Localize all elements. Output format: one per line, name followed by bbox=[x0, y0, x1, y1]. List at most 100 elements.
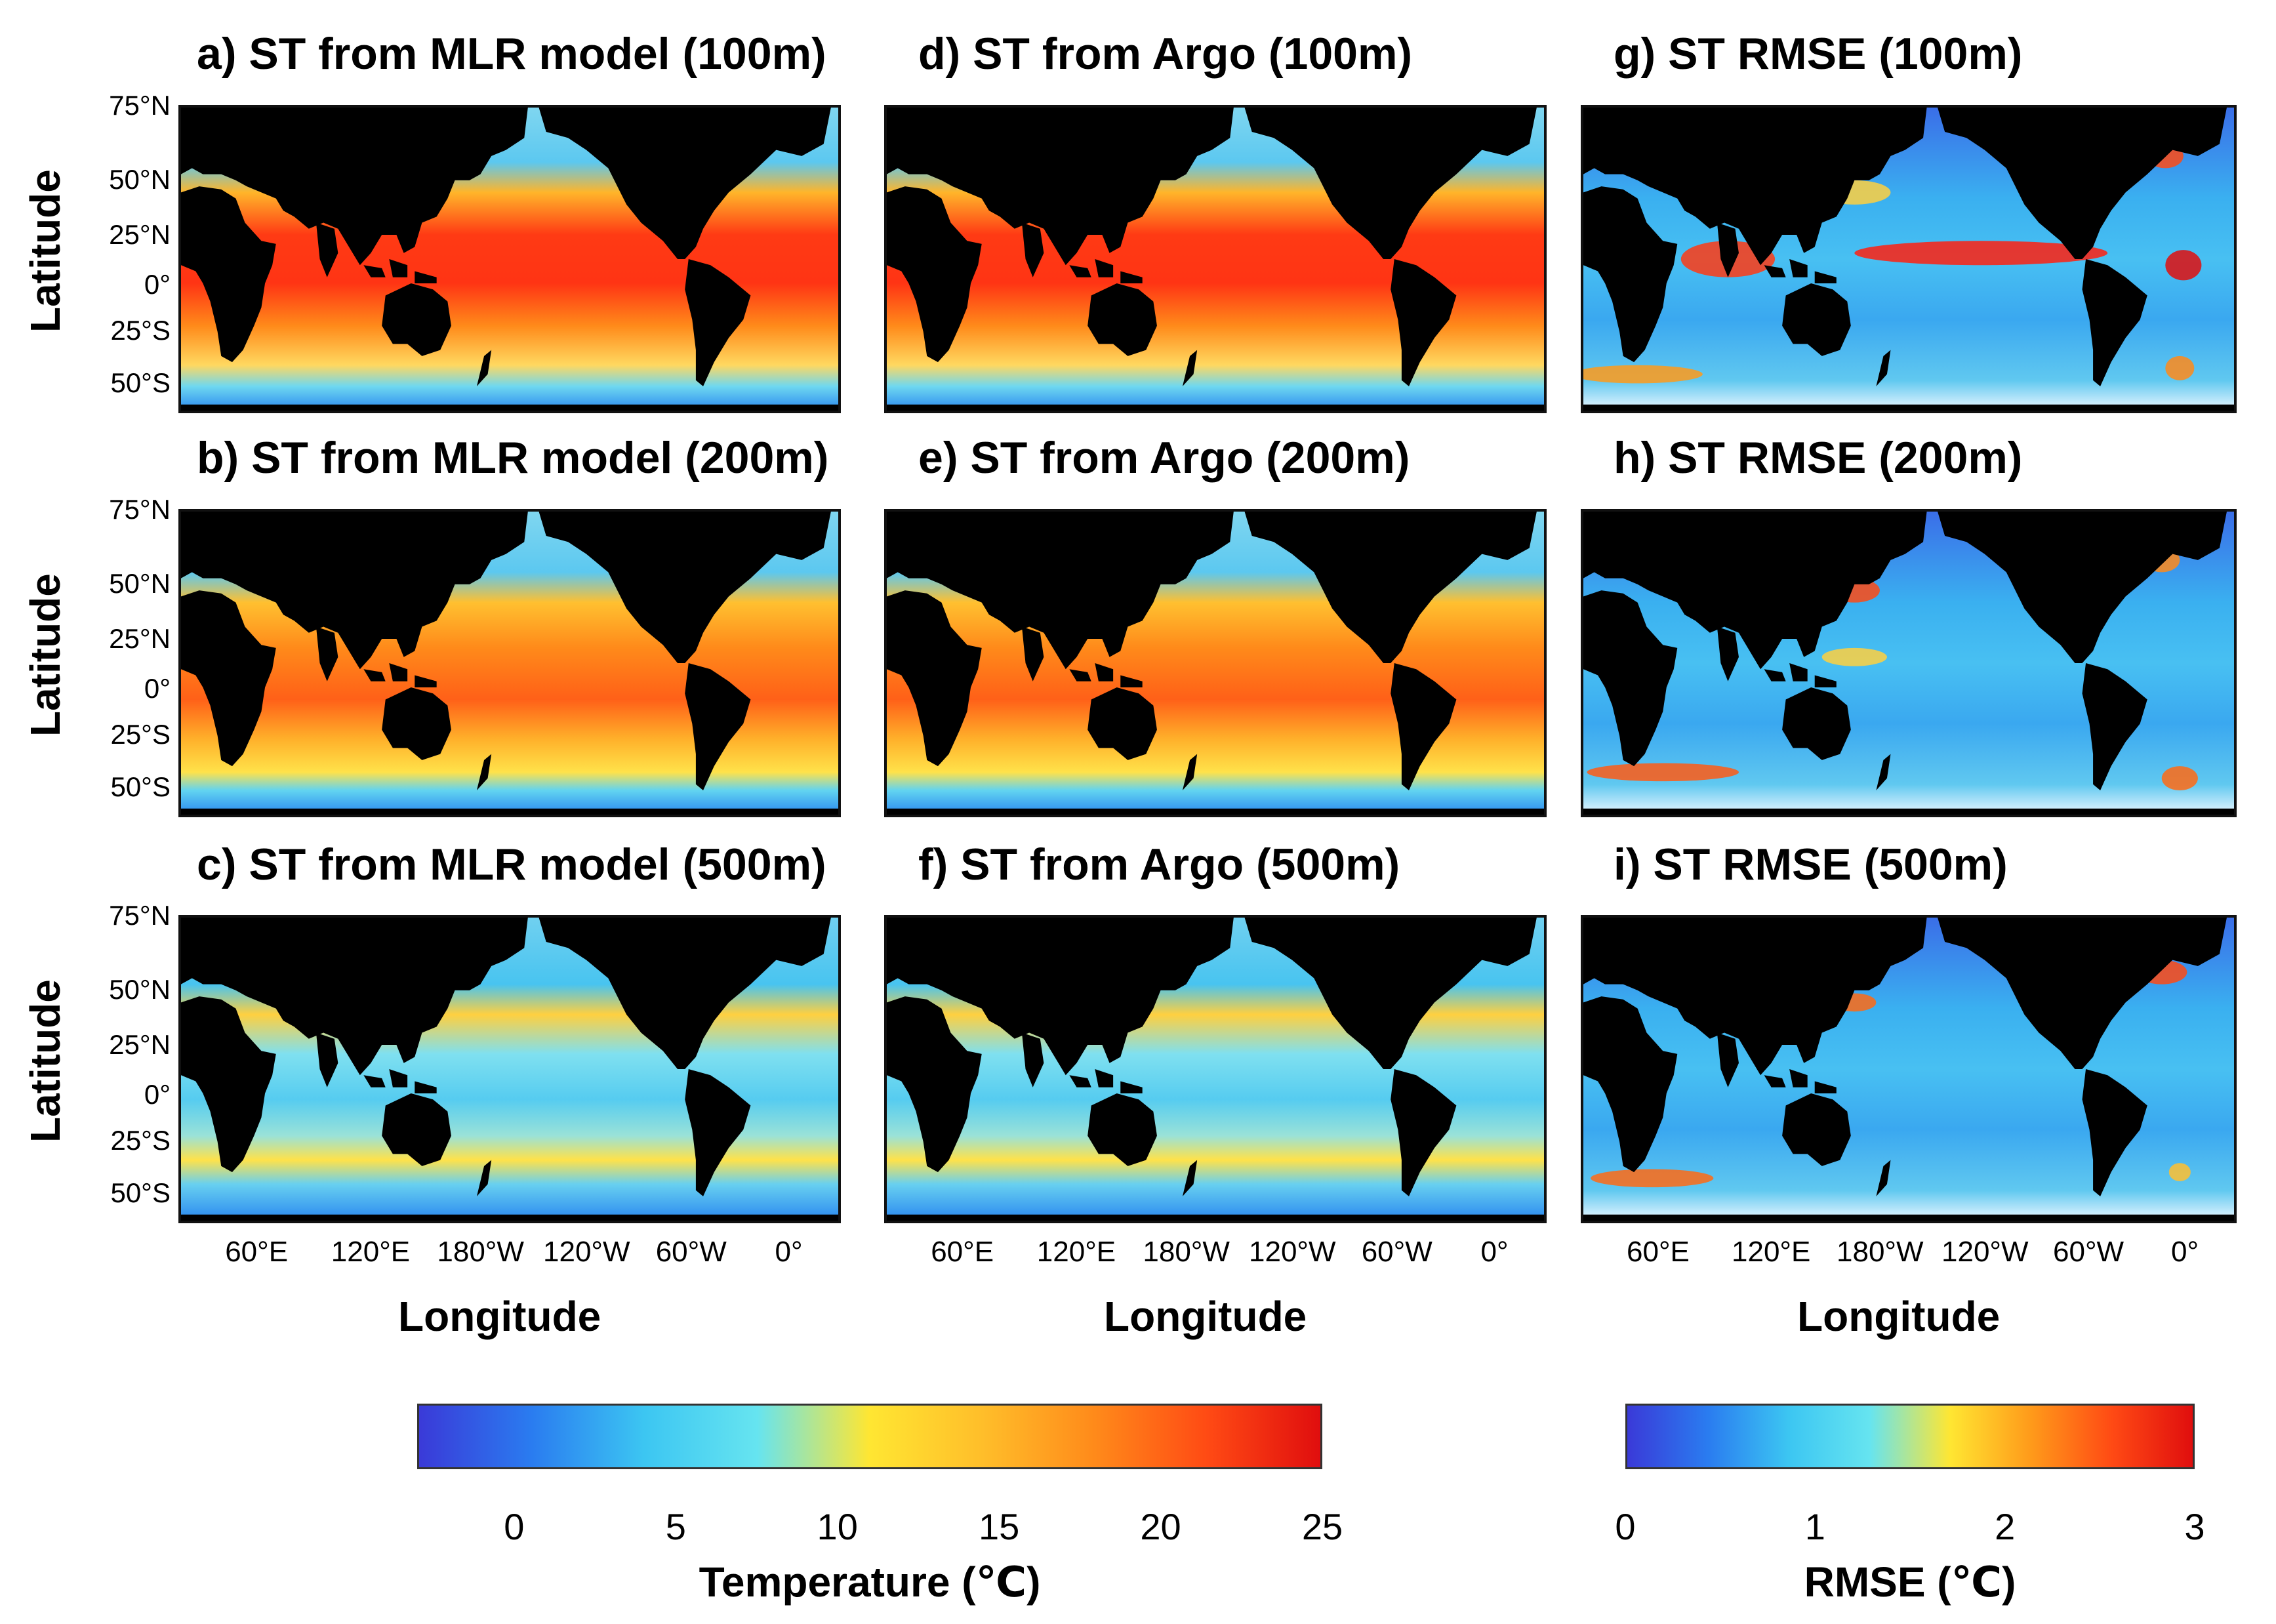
rmse-hotspot bbox=[1854, 241, 2108, 266]
lon-tick-label: 120°W bbox=[1941, 1236, 2029, 1268]
lon-tick-label: 60°E bbox=[1627, 1236, 1690, 1268]
temperature-colorbar-label: Temperature (℃) bbox=[699, 1558, 1041, 1606]
map-canvas bbox=[1583, 108, 2234, 411]
land-mask bbox=[181, 918, 838, 1221]
lat-tick-label: 50°S bbox=[110, 1177, 171, 1208]
temperature-colorbar-tick: 10 bbox=[817, 1506, 858, 1547]
panel-title: i) ST RMSE (500m) bbox=[1614, 840, 2008, 889]
land-mask bbox=[181, 108, 838, 411]
map-canvas bbox=[887, 108, 1544, 411]
rmse-colorbar-tick: 1 bbox=[1804, 1506, 1825, 1547]
lat-tick-label: 25°N bbox=[109, 219, 171, 251]
xlabel-longitude: Longitude bbox=[398, 1293, 601, 1340]
map-canvas bbox=[887, 918, 1544, 1221]
lon-tick-label: 180°W bbox=[437, 1236, 524, 1268]
rmse-hotspot bbox=[2161, 766, 2198, 791]
rmse-colorbar-tick: 2 bbox=[1995, 1506, 2016, 1547]
map-canvas bbox=[1583, 512, 2234, 815]
map-panel-a[interactable] bbox=[178, 105, 841, 413]
map-canvas bbox=[181, 512, 838, 815]
lat-tick-label: 25°N bbox=[109, 1029, 171, 1061]
map-panel-i[interactable] bbox=[1581, 915, 2237, 1223]
map-canvas bbox=[887, 512, 1544, 815]
lat-tick-label: 25°S bbox=[110, 315, 171, 346]
lat-tick-label: 50°S bbox=[110, 771, 171, 802]
lon-tick-label: 0° bbox=[2171, 1236, 2199, 1268]
lat-tick-label: 50°S bbox=[110, 367, 171, 398]
lon-tick-label: 60°W bbox=[2053, 1236, 2124, 1268]
lat-tick-label: 75°N bbox=[109, 900, 171, 931]
panel-title: g) ST RMSE (100m) bbox=[1614, 29, 2023, 79]
lat-tick-label: 50°N bbox=[109, 973, 171, 1005]
lon-tick-label: 60°W bbox=[655, 1236, 727, 1268]
lon-tick-label: 180°W bbox=[1837, 1236, 1924, 1268]
map-canvas bbox=[181, 918, 838, 1221]
rmse-colorbar-tick: 0 bbox=[1615, 1506, 1636, 1547]
lon-tick-label: 120°W bbox=[543, 1236, 630, 1268]
lat-tick-label: 50°N bbox=[109, 567, 171, 599]
land-mask bbox=[1583, 918, 2234, 1221]
map-panel-d[interactable] bbox=[884, 105, 1547, 413]
temperature-colorbar-tick: 25 bbox=[1301, 1506, 1343, 1547]
land-mask bbox=[887, 918, 1544, 1221]
land-mask bbox=[1583, 108, 2234, 411]
rmse-hotspot bbox=[2168, 1163, 2191, 1181]
panel-title: h) ST RMSE (200m) bbox=[1614, 433, 2023, 483]
map-panel-c[interactable] bbox=[178, 915, 841, 1223]
ylabel-latitude: Latitude bbox=[22, 979, 69, 1143]
rmse-hotspot bbox=[1583, 365, 1703, 384]
temperature-colorbar-tick: 15 bbox=[978, 1506, 1020, 1547]
rmse-hotspot bbox=[1821, 647, 1887, 666]
temperature-colorbar-tick: 20 bbox=[1140, 1506, 1181, 1547]
ylabel-latitude: Latitude bbox=[22, 573, 69, 737]
rmse-hotspot bbox=[1587, 763, 1739, 782]
map-panel-g[interactable] bbox=[1581, 105, 2237, 413]
temperature-colorbar bbox=[417, 1404, 1322, 1469]
lat-tick-label: 0° bbox=[144, 268, 171, 300]
lon-tick-label: 60°E bbox=[931, 1236, 994, 1268]
rmse-colorbar-label: RMSE (℃) bbox=[1804, 1558, 2016, 1606]
panel-title: b) ST from MLR model (200m) bbox=[197, 433, 829, 483]
temperature-colorbar-tick: 0 bbox=[504, 1506, 525, 1547]
lon-tick-label: 120°W bbox=[1249, 1236, 1336, 1268]
xlabel-longitude: Longitude bbox=[1104, 1293, 1307, 1340]
map-canvas bbox=[181, 108, 838, 411]
lon-tick-label: 180°W bbox=[1143, 1236, 1230, 1268]
lat-tick-label: 25°S bbox=[110, 1125, 171, 1156]
lon-tick-label: 120°E bbox=[1036, 1236, 1116, 1268]
panel-title: f) ST from Argo (500m) bbox=[918, 840, 1400, 889]
ylabel-latitude: Latitude bbox=[22, 169, 69, 333]
lat-tick-label: 25°N bbox=[109, 623, 171, 655]
map-panel-e[interactable] bbox=[884, 509, 1547, 817]
map-panel-h[interactable] bbox=[1581, 509, 2237, 817]
lon-tick-label: 120°E bbox=[1732, 1236, 1811, 1268]
lat-tick-label: 0° bbox=[144, 672, 171, 704]
lat-tick-label: 0° bbox=[144, 1078, 171, 1110]
lon-tick-label: 0° bbox=[1480, 1236, 1509, 1268]
land-mask bbox=[181, 512, 838, 815]
lon-tick-label: 0° bbox=[775, 1236, 803, 1268]
land-mask bbox=[1583, 512, 2234, 815]
xlabel-longitude: Longitude bbox=[1797, 1293, 2001, 1340]
panel-title: a) ST from MLR model (100m) bbox=[197, 29, 826, 79]
panel-title: c) ST from MLR model (500m) bbox=[197, 840, 826, 889]
lat-tick-label: 50°N bbox=[109, 163, 171, 195]
temperature-colorbar-tick: 5 bbox=[665, 1506, 686, 1547]
panel-title: e) ST from Argo (200m) bbox=[918, 433, 1410, 483]
rmse-hotspot bbox=[1591, 1169, 1714, 1188]
rmse-colorbar bbox=[1625, 1404, 2195, 1469]
panel-title: d) ST from Argo (100m) bbox=[918, 29, 1413, 79]
land-mask bbox=[887, 108, 1544, 411]
lat-tick-label: 75°N bbox=[109, 90, 171, 121]
rmse-colorbar-tick: 3 bbox=[2184, 1506, 2205, 1547]
lat-tick-label: 25°S bbox=[110, 719, 171, 750]
map-canvas bbox=[1583, 918, 2234, 1221]
lon-tick-label: 60°E bbox=[225, 1236, 289, 1268]
map-panel-b[interactable] bbox=[178, 509, 841, 817]
rmse-hotspot bbox=[2165, 250, 2202, 281]
lat-tick-label: 75°N bbox=[109, 494, 171, 525]
rmse-hotspot bbox=[2165, 355, 2195, 380]
map-panel-f[interactable] bbox=[884, 915, 1547, 1223]
land-mask bbox=[887, 512, 1544, 815]
lon-tick-label: 60°W bbox=[1361, 1236, 1433, 1268]
